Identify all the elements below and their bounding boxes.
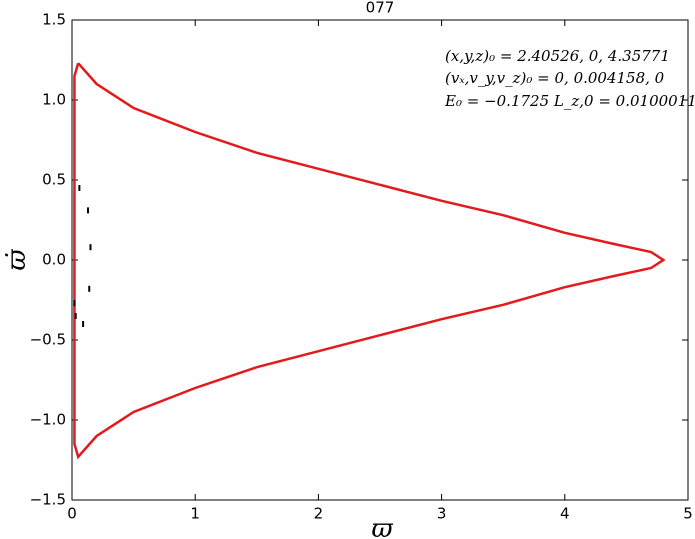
y-tick-label: −0.5 xyxy=(30,331,66,349)
y-tick-label: 1.5 xyxy=(42,11,66,29)
y-axis-label: ϖ̇ xyxy=(2,249,32,271)
x-tick-label: 2 xyxy=(314,505,324,523)
y-tick-label: −1.5 xyxy=(30,491,66,509)
y-tick-label: 1.0 xyxy=(42,91,66,109)
chart-title: 077 xyxy=(366,0,395,17)
x-tick-label: 1 xyxy=(190,505,200,523)
y-tick-label: −1.0 xyxy=(30,411,66,429)
x-tick-label: 4 xyxy=(560,505,570,523)
x-axis-label: ϖ xyxy=(371,514,393,539)
x-tick-label: 5 xyxy=(683,505,693,523)
annotation: (x,y,z)₀ = 2.40526, 0, 4.35771 xyxy=(445,47,670,65)
y-tick-label: 0.5 xyxy=(42,171,66,189)
annotation: E₀ = −0.1725 L_z,0 = 0.0100011 xyxy=(444,92,695,110)
x-tick-label: 3 xyxy=(437,505,447,523)
orbit-line xyxy=(73,62,666,460)
annotation: (vₓ,v_y,v_z)₀ = 0, 0.004158, 0 xyxy=(445,69,665,87)
y-tick-label: 0.0 xyxy=(42,251,66,269)
x-tick-label: 0 xyxy=(67,505,77,523)
plot-frame xyxy=(71,19,689,501)
